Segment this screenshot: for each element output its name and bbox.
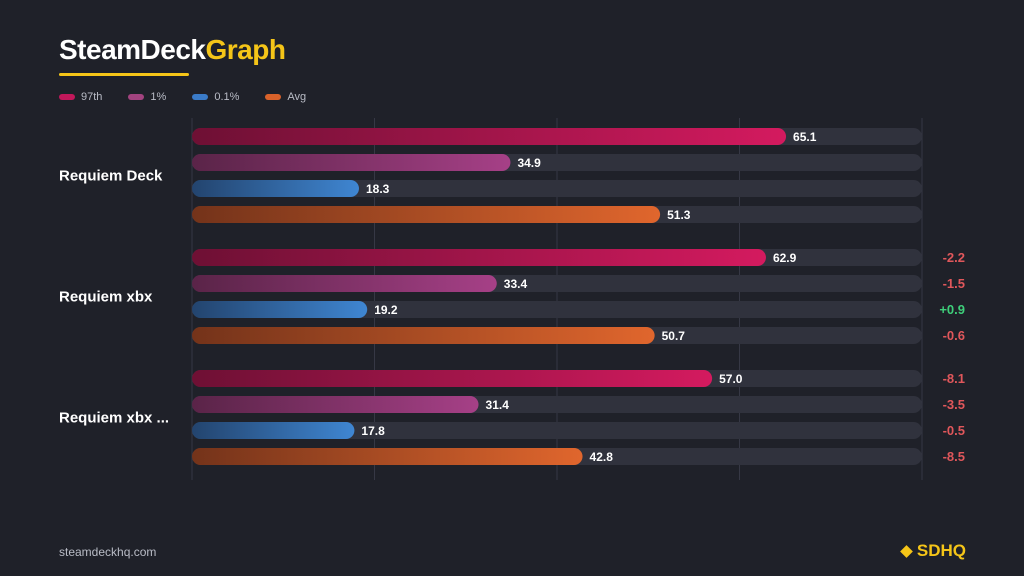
legend-label-avg: Avg <box>287 91 307 103</box>
bar <box>192 180 359 197</box>
bar-value-label: 51.3 <box>667 208 691 222</box>
delta-label: -0.5 <box>943 423 965 438</box>
sdhq-logo-text: SDHQ <box>916 541 966 560</box>
bar-value-label: 65.1 <box>793 130 817 144</box>
legend-swatch-97th <box>59 94 75 100</box>
legend-swatch-avg <box>265 94 282 100</box>
bar-value-label: 17.8 <box>361 424 385 438</box>
bar-value-label: 31.4 <box>486 398 510 412</box>
legend-label-1pct: 1% <box>150 91 167 103</box>
bar-value-label: 34.9 <box>517 156 541 170</box>
bar-value-label: 42.8 <box>590 450 614 464</box>
legend-item-97th: 97th <box>59 91 102 103</box>
group-label: Requiem xbx <box>59 289 153 306</box>
legend-item-avg: Avg <box>265 91 306 103</box>
bar-track <box>192 180 922 197</box>
diamond-icon <box>900 544 913 558</box>
delta-label: -1.5 <box>943 276 965 291</box>
delta-label: -8.1 <box>943 371 965 386</box>
footer-url: steamdeckhq.com <box>59 545 157 559</box>
brand-title-part1: SteamDeck <box>59 34 206 65</box>
bar-value-label: 57.0 <box>719 372 743 386</box>
delta-label: -2.2 <box>943 250 965 265</box>
brand-title-part2: Graph <box>205 34 286 65</box>
bar <box>192 128 787 145</box>
bar-value-label: 19.2 <box>374 303 398 317</box>
sdhq-logo: SDHQ <box>900 541 966 561</box>
bar-value-label: 33.4 <box>504 277 528 291</box>
legend: 97th 1% 0.1% Avg <box>59 91 306 103</box>
legend-item-01pct: 0.1% <box>192 91 239 103</box>
bar-track <box>192 422 922 439</box>
bar <box>192 448 583 465</box>
bar <box>192 301 368 318</box>
legend-label-97th: 97th <box>81 91 103 103</box>
group-label: Requiem Deck <box>59 168 163 185</box>
group-label: Requiem xbx ... <box>59 410 169 427</box>
legend-item-1pct: 1% <box>128 91 166 103</box>
bar-value-label: 62.9 <box>773 251 797 265</box>
brand-underline <box>59 73 189 76</box>
bar <box>192 154 511 171</box>
bar <box>192 275 497 292</box>
bar-value-label: 18.3 <box>366 182 390 196</box>
delta-label: -0.6 <box>943 328 965 343</box>
delta-label: -3.5 <box>943 397 965 412</box>
bar <box>192 422 355 439</box>
bar <box>192 396 479 413</box>
bar-value-label: 50.7 <box>662 329 686 343</box>
bar-track <box>192 301 922 318</box>
bar <box>192 206 661 223</box>
legend-swatch-01pct <box>192 94 209 100</box>
legend-swatch-1pct <box>128 94 145 100</box>
bar <box>192 249 766 266</box>
brand-title: SteamDeckGraph <box>59 34 286 66</box>
bar <box>192 327 655 344</box>
bar <box>192 370 713 387</box>
delta-label: -8.5 <box>943 449 965 464</box>
delta-label: +0.9 <box>939 302 965 317</box>
legend-label-01pct: 0.1% <box>214 91 240 103</box>
